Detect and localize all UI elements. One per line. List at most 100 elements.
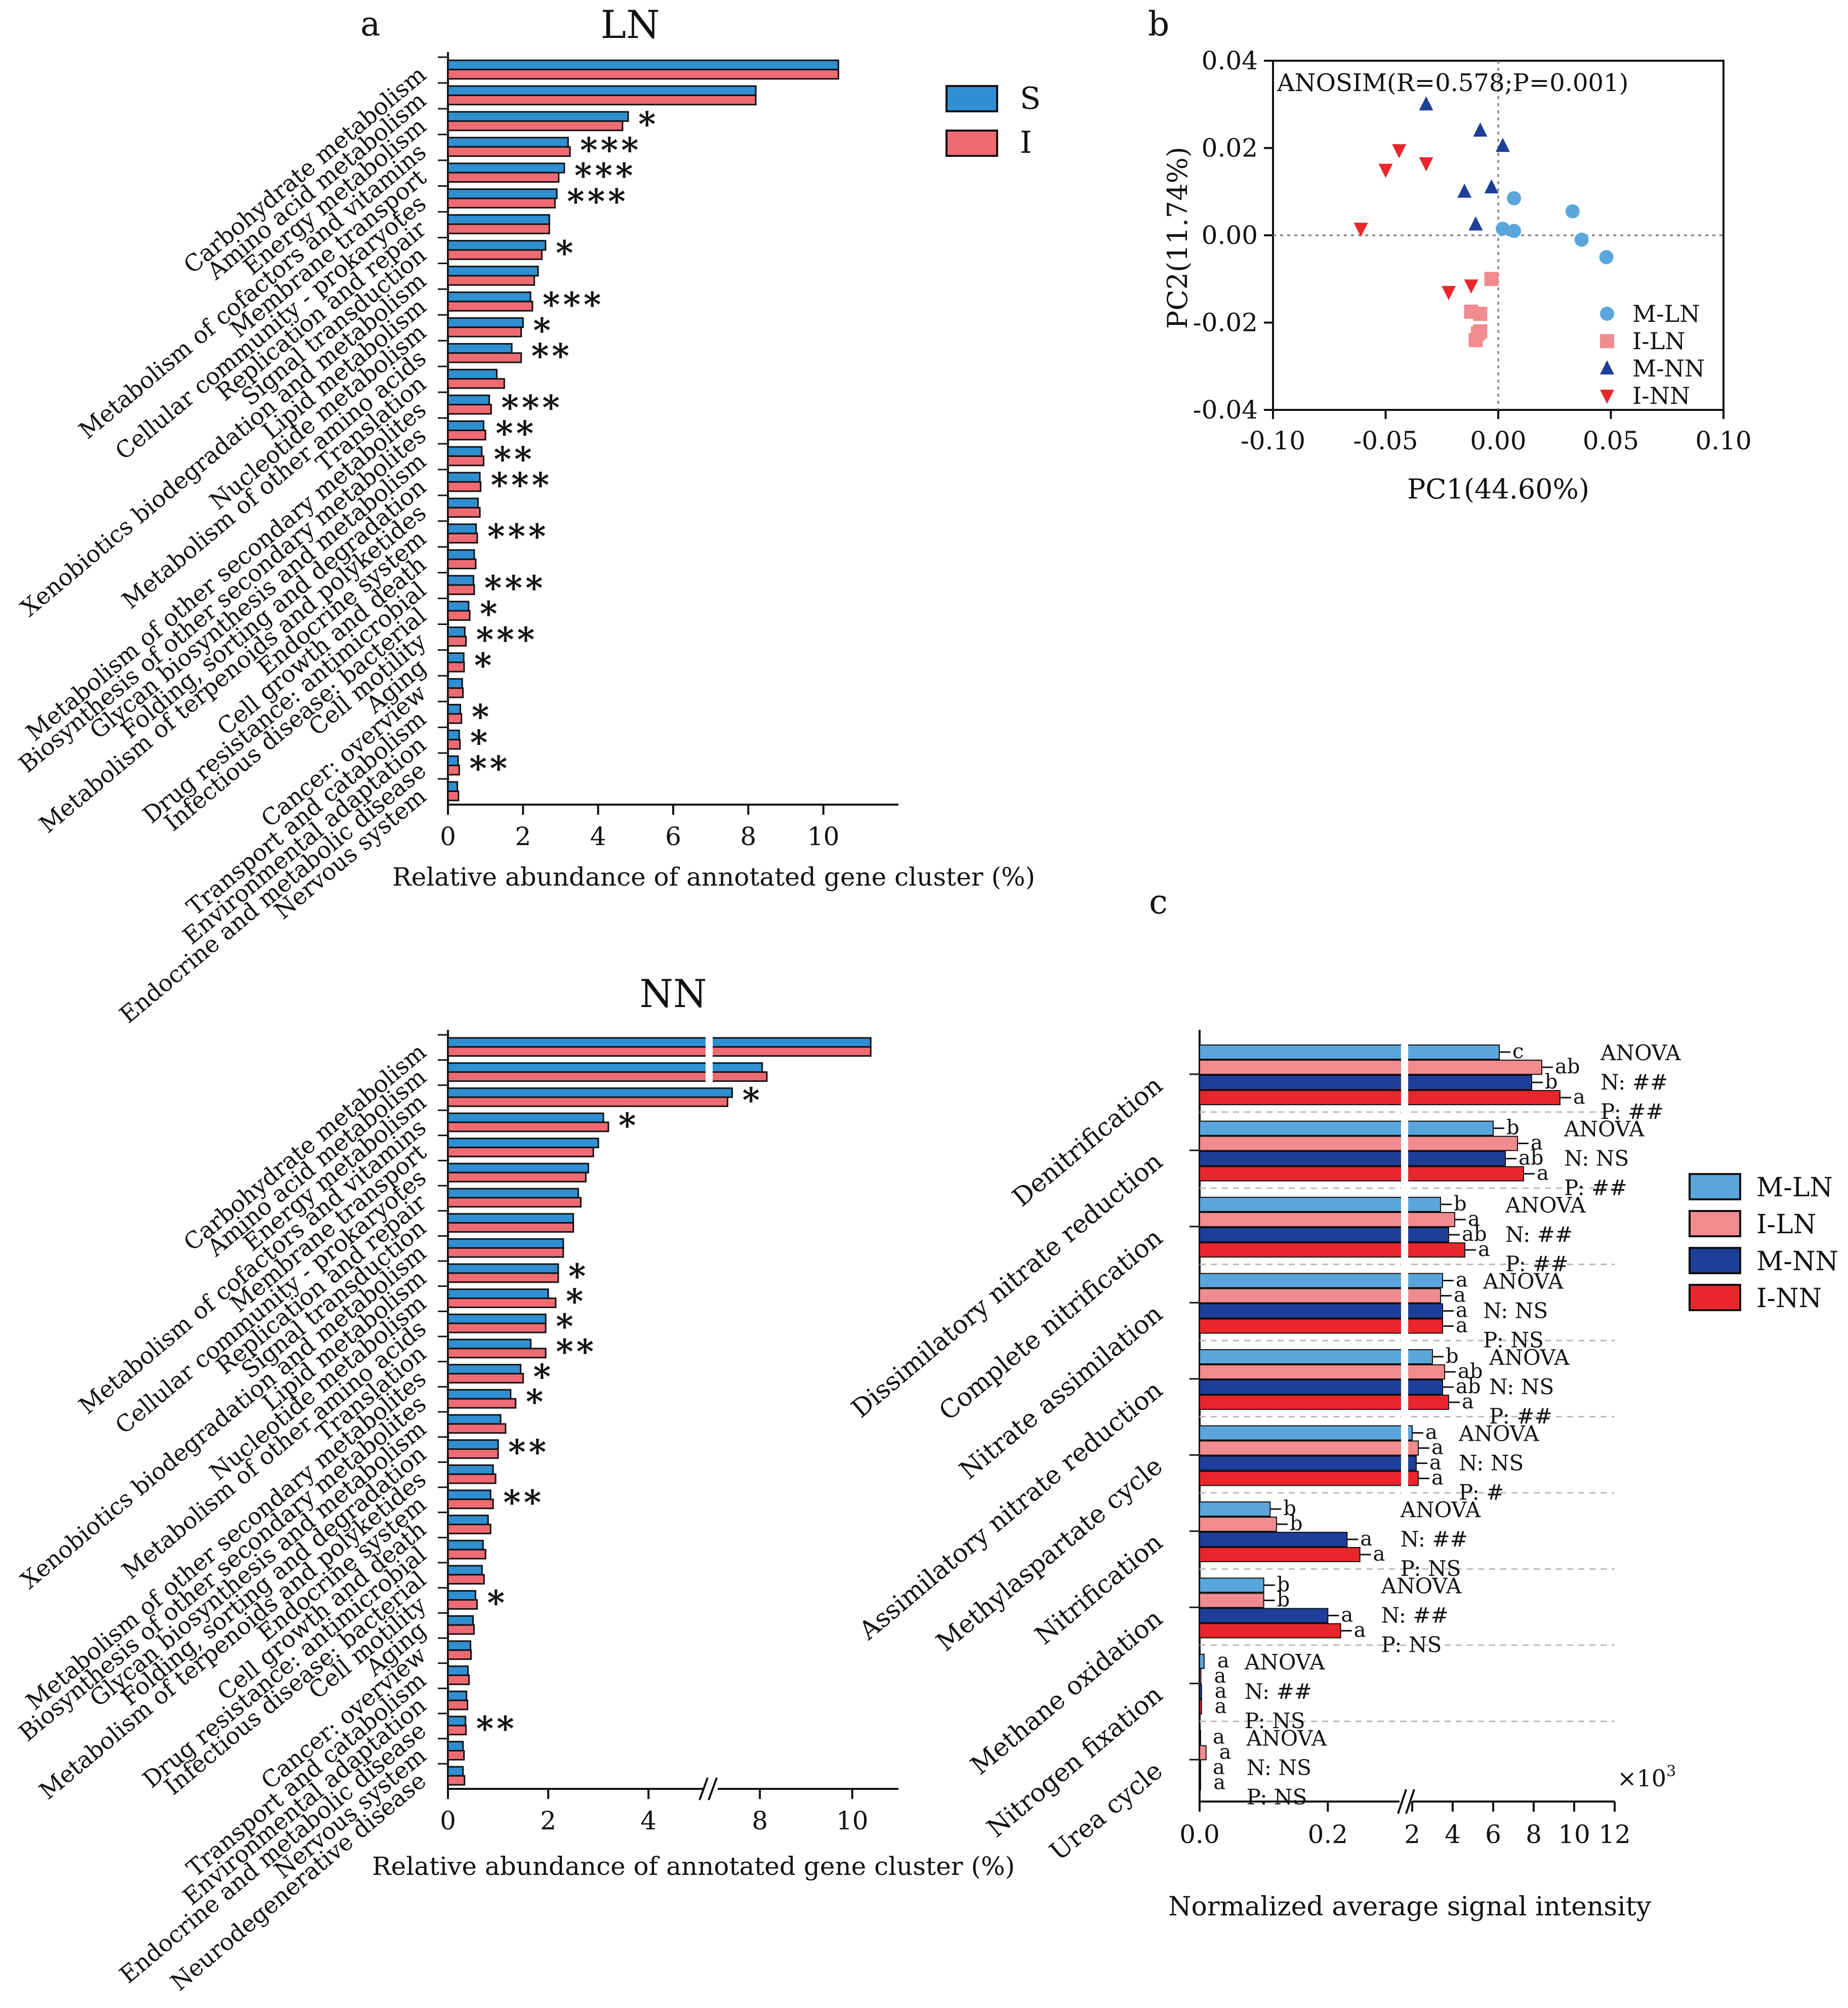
ln-significance-mark: * bbox=[556, 233, 577, 273]
pcoa-legend-marker-i-ln bbox=[1600, 334, 1614, 348]
nn-bar-s-metabolism-of-other-amino-acids bbox=[447, 1313, 547, 1324]
functional-axis-break-mark bbox=[1405, 1789, 1415, 1814]
functional-bar-m-ln-methane-oxidation bbox=[1199, 1577, 1264, 1593]
functional-bar-i-nn-methane-oxidation bbox=[1199, 1623, 1341, 1639]
functional-significance-letter: a bbox=[1341, 1604, 1353, 1627]
ln-bar-s-xenobiotics-biodegradation-and-metabolism bbox=[447, 266, 539, 277]
functional-bar-m-ln-nitrogen-fixation bbox=[1199, 1654, 1205, 1669]
nn-bar-s-biosynthesis-of-other-secondary-metabolites bbox=[447, 1389, 512, 1400]
nn-bar-i-nervous-system bbox=[447, 1750, 465, 1761]
functional-axis-break-mark bbox=[1397, 1789, 1407, 1814]
pcoa-point-i-ln bbox=[1468, 333, 1483, 347]
ln-x-tick-label: 4 bbox=[590, 822, 606, 851]
functional-bar-i-ln-nitrate-assimilation bbox=[1199, 1288, 1441, 1304]
pcoa-x-tick-label: -0.10 bbox=[1241, 426, 1305, 455]
ln-bar-s-energy-metabolism bbox=[447, 111, 629, 122]
functional-legend-swatch-i-nn bbox=[1689, 1284, 1741, 1311]
anosim-annotation: ANOSIM(R=0.578;P=0.001) bbox=[1277, 69, 1628, 97]
ln-bar-s-metabolism-of-other-secondary-metabolites bbox=[447, 394, 490, 406]
nn-bar-s-metabolism-of-terpenoids-and-polyketides bbox=[447, 1464, 494, 1475]
panel-a-ln-chart: a LN 0 2 4 6 8 10 Carbohydrate metabolismAmin… bbox=[14, 2, 1041, 1028]
functional-stat-text: P: NS bbox=[1401, 1556, 1461, 1581]
nn-bar-s-replication-and-repair bbox=[447, 1188, 579, 1199]
ln-bar-i-drug-resistance-antimicrobial bbox=[447, 584, 475, 595]
functional-x-axis-label: Normalized average signal intensity bbox=[1168, 1892, 1652, 1922]
functional-stat-text: ANOVA bbox=[1246, 1726, 1327, 1751]
nn-bar-i-neurodegenerative-disease bbox=[447, 1775, 466, 1786]
ln-bar-i-metabolism-of-other-secondary-metabolites bbox=[447, 404, 492, 415]
functional-stat-text: P: NS bbox=[1245, 1708, 1305, 1733]
nn-chart-title: NN bbox=[640, 971, 707, 1016]
functional-significance-letter: a bbox=[1456, 1314, 1468, 1337]
functional-significance-letter: a bbox=[1213, 1771, 1225, 1794]
legend-label-i: I bbox=[1020, 125, 1032, 160]
nn-significance-mark: ** bbox=[556, 1332, 597, 1371]
nn-bar-s-translation bbox=[447, 1338, 531, 1350]
ln-bar-s-nervous-system bbox=[447, 781, 459, 792]
ln-bar-s-environmental-adaptation bbox=[447, 729, 460, 741]
ln-significance-mark: ** bbox=[496, 414, 537, 453]
functional-bar-i-nn-nitrogen-fixation bbox=[1199, 1699, 1202, 1714]
nn-bar-i-lipid-metabolism bbox=[447, 1272, 559, 1283]
nn-bar-i-endocrine-and-metabolic-disease bbox=[447, 1725, 467, 1736]
ln-bar-i-lipid-metabolism bbox=[447, 301, 533, 312]
pcoa-x-axis-label: PC1(44.60%) bbox=[1407, 473, 1589, 505]
pcoa-point-i-ln bbox=[1473, 307, 1488, 321]
functional-significance-letter: a bbox=[1454, 1284, 1466, 1307]
nn-bar-s-folding-sorting-and-degradation bbox=[447, 1439, 499, 1450]
functional-bar-m-nn-denitrification bbox=[1199, 1075, 1532, 1090]
ln-significance-mark: *** bbox=[487, 517, 549, 556]
ln-bar-i-endocrine-system bbox=[447, 532, 478, 544]
nn-bar-i-metabolism-of-terpenoids-and-polyketides bbox=[447, 1473, 497, 1484]
ln-bar-s-aging bbox=[447, 652, 465, 663]
ln-bar-s-cell-motility bbox=[447, 626, 466, 638]
pcoa-x-tick-label: 0.00 bbox=[1470, 426, 1526, 455]
nn-bar-i-nucleotide-metabolism bbox=[447, 1298, 557, 1308]
pcoa-point-m-nn bbox=[1473, 122, 1488, 137]
multiplier-base: ×10 bbox=[1617, 1765, 1666, 1792]
ln-bar-s-carbohydrate-metabolism bbox=[447, 59, 839, 70]
ln-x-tick-label: 10 bbox=[807, 822, 840, 851]
pcoa-point-m-ln bbox=[1495, 222, 1510, 236]
functional-stat-text: P: NS bbox=[1483, 1328, 1544, 1353]
functional-stat-text: N: ## bbox=[1600, 1070, 1668, 1095]
ln-bar-i-xenobiotics-biodegradation-and-metabolism bbox=[447, 275, 536, 286]
nn-bar-s-lipid-metabolism bbox=[447, 1263, 559, 1274]
ln-significance-mark: *** bbox=[484, 568, 546, 608]
functional-stat-text: N: NS bbox=[1489, 1374, 1554, 1399]
ln-bar-i-amino-acid-metabolism bbox=[447, 94, 757, 106]
ln-significance-mark: *** bbox=[567, 182, 629, 221]
nn-bar-s-metabolism-of-cofactors-and-vitamins bbox=[447, 1112, 604, 1123]
multiplier-exponent: 3 bbox=[1666, 1763, 1676, 1780]
ln-bar-i-metabolism-of-other-amino-acids bbox=[447, 352, 522, 363]
functional-significance-letter: a bbox=[1478, 1238, 1490, 1261]
functional-bar-i-ln-denitrification bbox=[1199, 1060, 1542, 1075]
functional-legend-swatch-m-ln bbox=[1689, 1173, 1741, 1200]
nn-x-tick-label: 10 bbox=[836, 1806, 869, 1835]
functional-significance-letter: a bbox=[1573, 1085, 1585, 1109]
functional-legend-label: I-LN bbox=[1756, 1209, 1816, 1240]
nn-bar-s-nervous-system bbox=[447, 1741, 464, 1752]
ln-bar-s-biosynthesis-of-other-secondary-metabolites bbox=[447, 420, 484, 431]
ln-x-axis-label: Relative abundance of annotated gene clu… bbox=[392, 862, 1035, 892]
ln-bar-i-nervous-system bbox=[447, 790, 460, 802]
nn-bar-i-amino-acid-metabolism bbox=[447, 1071, 768, 1082]
ln-bar-s-signal-transduction bbox=[447, 240, 547, 251]
functional-bar-m-nn-nitrogen-fixation bbox=[1199, 1684, 1202, 1699]
ln-x-tick-label: 0 bbox=[440, 822, 456, 851]
pcoa-y-tick-label: 0.04 bbox=[1202, 46, 1258, 75]
pcoa-point-i-nn bbox=[1464, 279, 1479, 294]
nn-bar-s-amino-acid-metabolism bbox=[447, 1062, 763, 1073]
nn-bar-s-transport-and-catabolism bbox=[447, 1665, 469, 1677]
panel-b-pcoa-scatter: b -0.10 -0.05 0.00 0.05 0.10 0.04 0.02 0.00 -0.0… bbox=[1148, 5, 1752, 505]
nn-significance-mark: * bbox=[526, 1382, 547, 1421]
nn-bars bbox=[447, 1030, 872, 1786]
functional-bar-i-ln-complete-nitrification bbox=[1199, 1212, 1455, 1227]
pcoa-point-m-ln bbox=[1507, 191, 1522, 205]
functional-stat-text: P: ## bbox=[1489, 1404, 1552, 1429]
nn-bar-i-cancer-overview bbox=[447, 1649, 472, 1660]
functional-significance-letter: a bbox=[1468, 1207, 1480, 1231]
nn-x-tick-label: 4 bbox=[640, 1806, 656, 1835]
functional-legend-swatch-i-ln bbox=[1689, 1210, 1741, 1237]
